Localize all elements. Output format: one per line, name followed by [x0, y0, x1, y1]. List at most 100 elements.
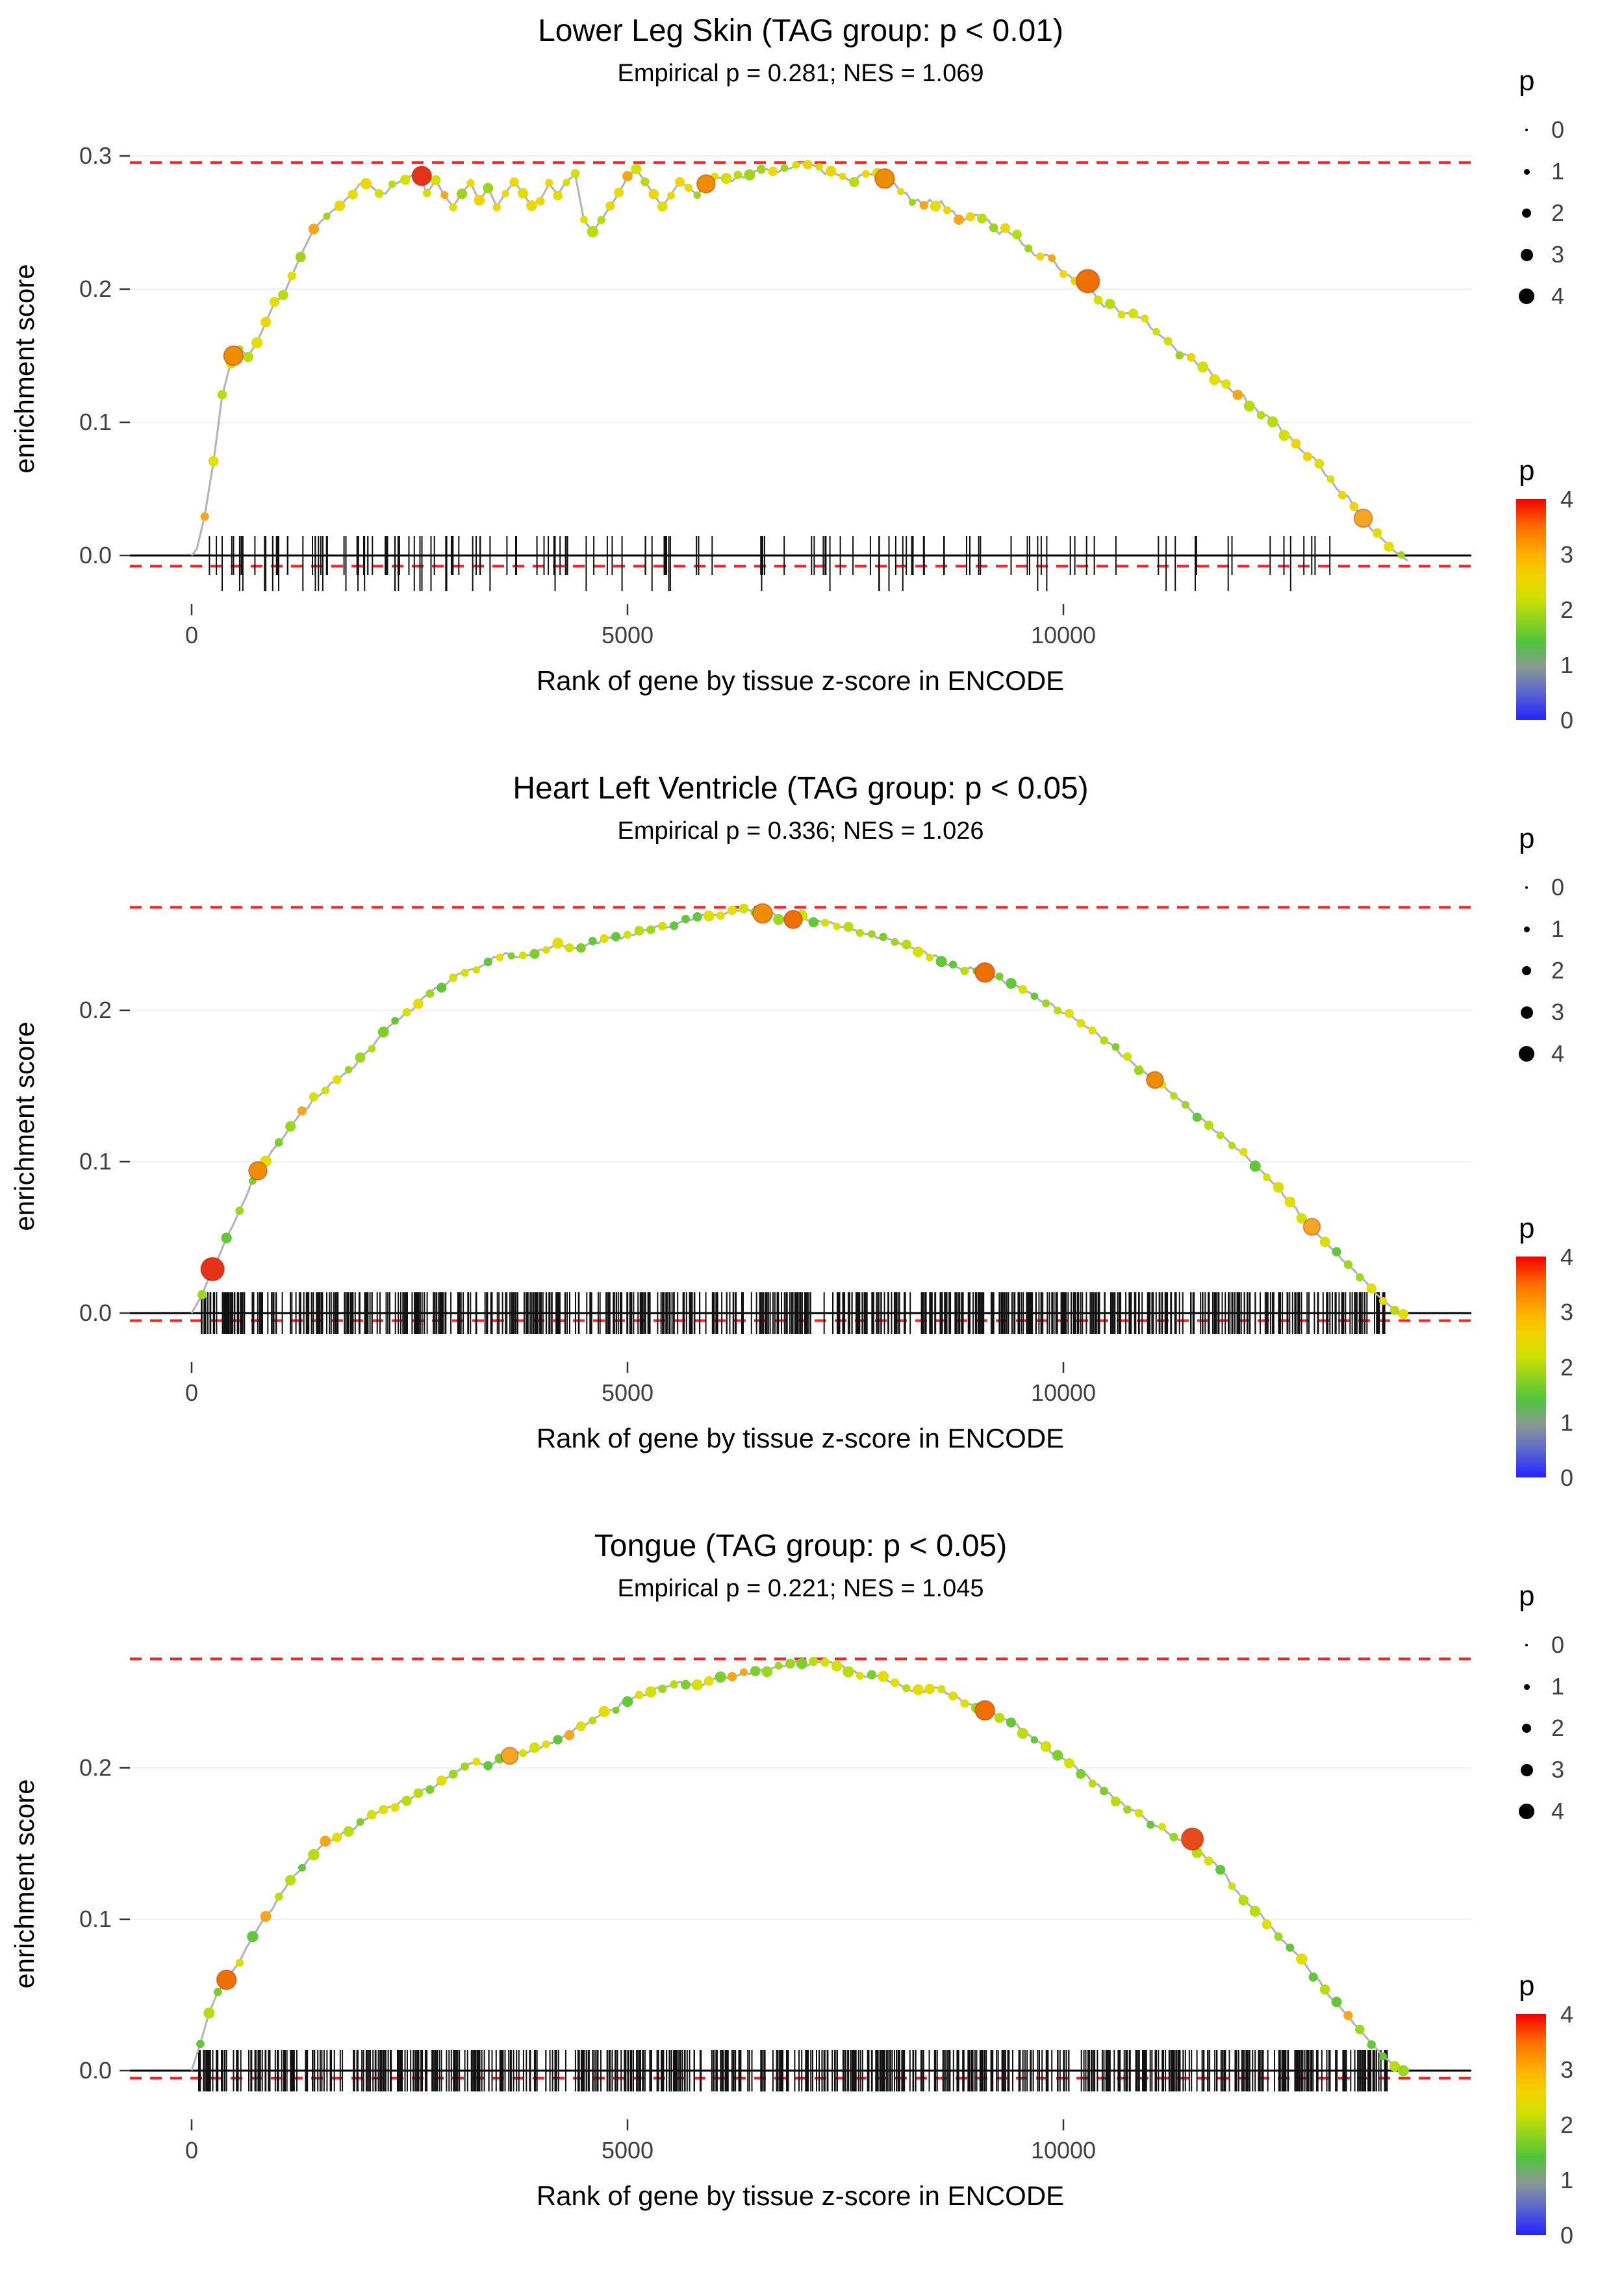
y-axis-title: enrichment score: [9, 1021, 40, 1231]
threshold-lines: [130, 161, 1471, 568]
size-legend-label: 1: [1551, 1673, 1565, 1700]
panel-title: Lower Leg Skin (TAG group: p < 0.01): [538, 14, 1063, 48]
color-legend-label: 3: [1560, 541, 1574, 568]
size-legend-dotbox: [1511, 1724, 1542, 1733]
enrichment-plot: 0.0 0.1 0.2 0 5000 10000 Rank of gene by tissu…: [9, 1657, 1471, 2211]
svg-text:0.1: 0.1: [79, 409, 112, 435]
svg-text:10000: 10000: [1031, 622, 1096, 648]
y-axis-title: enrichment score: [9, 1779, 40, 1988]
size-legend-item: 0: [1511, 869, 1564, 906]
size-legend-dotbox: [1511, 168, 1542, 175]
color-gradient-bar: [1516, 1257, 1546, 1477]
size-legend-dotbox: [1511, 1006, 1542, 1019]
size-legend-item: 3: [1511, 1752, 1564, 1788]
svg-text:10000: 10000: [1031, 2137, 1096, 2164]
legend-dot-icon: [1519, 1804, 1534, 1819]
axes: 0.0 0.1 0.2 0 5000 10000: [79, 1754, 1096, 2164]
size-legend-item: 1: [1511, 1668, 1564, 1705]
color-legend-title: p: [1519, 1212, 1535, 1244]
size-legend-dotbox: [1511, 886, 1542, 889]
size-legend-item: 3: [1511, 236, 1564, 273]
color-legend-label: 1: [1560, 1409, 1574, 1436]
size-legend-item: 0: [1511, 112, 1564, 148]
size-legend-label: 0: [1551, 1631, 1565, 1658]
legend-dot-icon: [1525, 886, 1528, 889]
highlight-dots: [223, 165, 1373, 528]
panel-subtitle: Empirical p = 0.221; NES = 1.045: [617, 1575, 984, 1602]
size-legend-item: 0: [1511, 1627, 1564, 1663]
svg-text:5000: 5000: [602, 622, 653, 648]
color-legend-label: 0: [1560, 1464, 1574, 1491]
panel-lower-leg-skin: Lower Leg Skin (TAG group: p < 0.01) Emp…: [0, 0, 1624, 758]
legend-dot-icon: [1520, 1763, 1533, 1776]
gene-rug: [198, 2050, 1388, 2091]
color-gradient-bar: [1516, 2014, 1546, 2235]
svg-text:0.2: 0.2: [79, 997, 112, 1023]
size-legend-dotbox: [1511, 288, 1542, 304]
gene-dots: [197, 903, 1409, 1320]
size-legend-label: 1: [1551, 915, 1565, 942]
svg-text:0: 0: [185, 622, 198, 648]
color-legend-label: 3: [1560, 1299, 1574, 1325]
size-legend-item: 2: [1511, 952, 1564, 989]
axes: 0.0 0.1 0.2 0 5000 10000: [79, 997, 1096, 1406]
size-legend-label: 2: [1551, 1715, 1565, 1741]
gene-rug: [209, 536, 1331, 591]
legend-dot-icon: [1525, 129, 1528, 131]
size-legend-dotbox: [1511, 926, 1542, 932]
x-axis-title: Rank of gene by tissue z-score in ENCODE: [537, 665, 1064, 696]
legend-dot-icon: [1519, 1046, 1534, 1062]
size-legend-item: 2: [1511, 1710, 1564, 1746]
legend-dot-icon: [1525, 1644, 1528, 1646]
color-legend-label: 1: [1560, 2167, 1574, 2193]
size-legend-dotbox: [1511, 1683, 1542, 1690]
highlight-dots: [216, 1700, 1204, 1991]
size-legend-label: 0: [1551, 116, 1565, 143]
size-legend-dotbox: [1511, 1804, 1542, 1819]
panel-heart-left-ventricle: Heart Left Ventricle (TAG group: p < 0.0…: [0, 758, 1624, 1515]
size-legend-dotbox: [1511, 248, 1542, 261]
color-legend-label: 3: [1560, 2056, 1574, 2083]
color-legend-label: 2: [1560, 2112, 1574, 2138]
gridlines: [130, 1010, 1471, 1314]
legend-dot-icon: [1520, 248, 1533, 261]
size-legend-item: 3: [1511, 994, 1564, 1030]
svg-text:0.0: 0.0: [79, 542, 112, 568]
size-legend-item: 1: [1511, 911, 1564, 947]
panel-tongue: Tongue (TAG group: p < 0.05) Empirical p…: [0, 1515, 1624, 2273]
color-legend-label: 2: [1560, 1354, 1574, 1381]
size-legend-dotbox: [1511, 1046, 1542, 1062]
legend-dot-icon: [1522, 966, 1531, 975]
size-legend-dotbox: [1511, 966, 1542, 975]
legend-dot-icon: [1523, 926, 1530, 932]
svg-text:0.1: 0.1: [79, 1148, 112, 1175]
size-legend-dotbox: [1511, 1644, 1542, 1646]
size-legend-label: 3: [1551, 999, 1565, 1025]
size-legend-label: 4: [1551, 1798, 1565, 1824]
size-legend-item: 2: [1511, 195, 1564, 231]
size-legend-label: 1: [1551, 158, 1565, 185]
svg-text:10000: 10000: [1031, 1379, 1096, 1406]
size-legend-label: 4: [1551, 283, 1565, 309]
gene-dots: [200, 160, 1405, 559]
size-legend-label: 2: [1551, 199, 1565, 226]
legend-dot-icon: [1523, 168, 1530, 175]
y-axis-title: enrichment score: [9, 264, 40, 473]
gene-rug: [201, 1292, 1386, 1334]
threshold-lines: [130, 1657, 1471, 2080]
color-legend-label: 1: [1560, 652, 1574, 678]
size-legend-title: p: [1519, 1580, 1535, 1612]
svg-text:0.3: 0.3: [79, 142, 112, 169]
x-axis-title: Rank of gene by tissue z-score in ENCODE: [537, 1423, 1064, 1453]
svg-text:0.0: 0.0: [79, 2057, 112, 2084]
svg-text:0: 0: [185, 1379, 198, 1406]
size-legend-dotbox: [1511, 129, 1542, 131]
size-legend-item: 4: [1511, 1036, 1564, 1072]
svg-text:5000: 5000: [602, 2137, 653, 2164]
svg-text:0.2: 0.2: [79, 1754, 112, 1781]
size-legend-item: 1: [1511, 153, 1564, 190]
color-legend-title: p: [1519, 1970, 1535, 2002]
running-score-line: [190, 908, 1404, 1314]
